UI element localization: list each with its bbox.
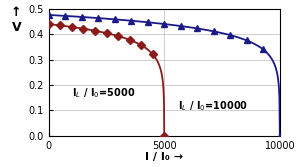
Text: I$_L$ / I$_0$=5000: I$_L$ / I$_0$=5000 xyxy=(72,87,135,100)
Text: ↑
V: ↑ V xyxy=(11,6,22,34)
Text: I$_L$ / I$_0$=10000: I$_L$ / I$_0$=10000 xyxy=(178,99,248,113)
X-axis label: I / I₀ →: I / I₀ → xyxy=(145,152,183,162)
